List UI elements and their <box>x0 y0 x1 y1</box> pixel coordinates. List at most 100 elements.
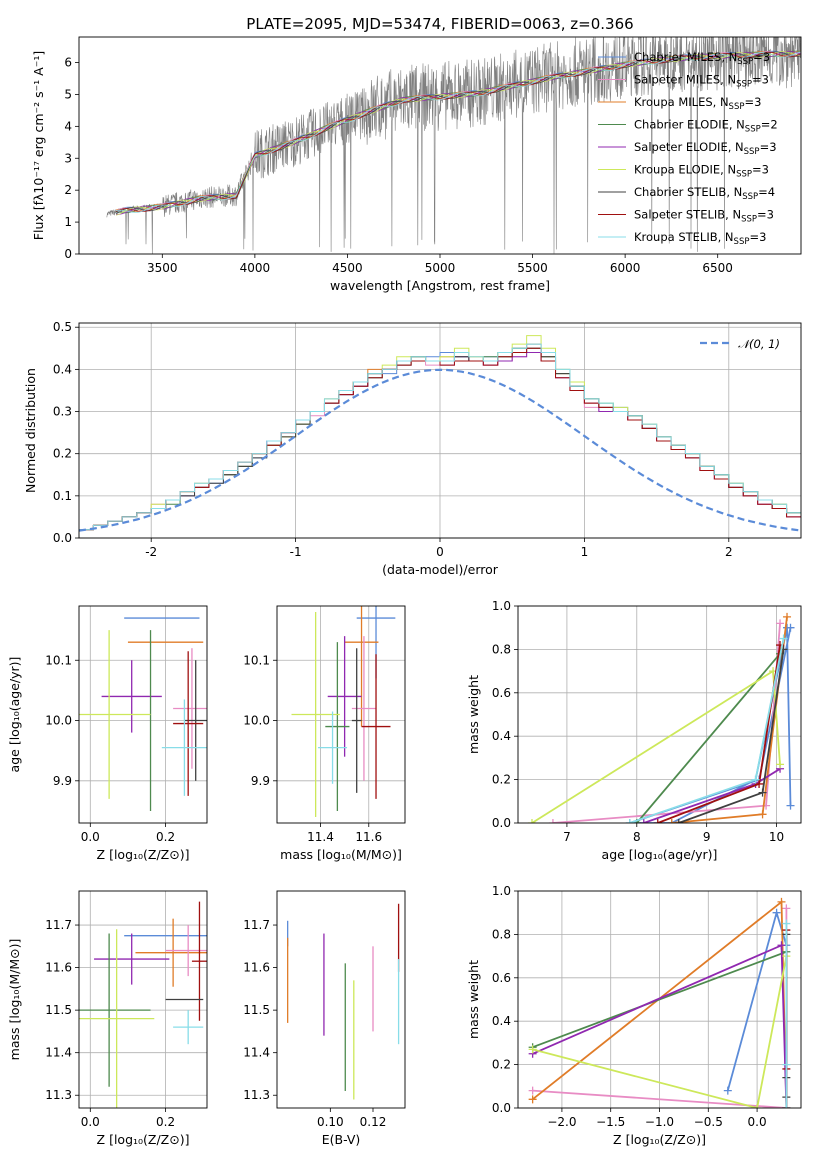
legend-subscript: SSP <box>741 215 757 225</box>
y-tick-label: 10.0 <box>45 714 72 728</box>
x-tick-label: 4500 <box>332 261 363 275</box>
x-tick-label: 4000 <box>240 261 271 275</box>
legend-value: =3 <box>757 208 774 222</box>
data-point <box>653 819 662 823</box>
legend-label: Chabrier ELODIE, N <box>634 118 745 132</box>
data-point <box>777 897 786 906</box>
chart-residuals: -2 -1 0 1 2 0.0 0.1 0.2 0.3 0.4 0.5 (data-model)/er… <box>23 320 802 577</box>
data-point <box>772 908 781 917</box>
model-spectrum-salpeter-stelib <box>115 51 801 212</box>
legend-subscript: SSP <box>736 170 752 180</box>
x-tick-label: −0.5 <box>694 1115 723 1129</box>
series-kroupa-stelib <box>625 634 788 823</box>
data-point <box>758 788 767 797</box>
series-salpeter-miles <box>548 619 785 823</box>
model-spectrum-salpeter-elodie <box>116 50 801 215</box>
x-tick-label: 7 <box>563 830 571 844</box>
y-tick-label: 0.2 <box>53 447 72 461</box>
y-tick-label: 10.0 <box>243 714 270 728</box>
series-line <box>532 955 788 1108</box>
x-tick-label: 10 <box>769 830 784 844</box>
axes-frame <box>517 890 802 1109</box>
data-point <box>782 904 791 913</box>
x-tick-label: 8 <box>633 830 641 844</box>
series-line <box>636 653 781 823</box>
gaussian-curve <box>79 368 801 532</box>
series-line <box>671 616 788 823</box>
series-chabrier-miles <box>625 623 795 823</box>
errorbar-chabrier-elodie <box>325 642 350 811</box>
chart-mass-vs-z: 0.0 0.2 11.3 11.4 11.5 11.6 11.7 Z [log₁₀(Z/Z⊙)… <box>7 890 208 1147</box>
y-tick-label: 10.1 <box>45 653 72 667</box>
axes-frame <box>78 605 208 824</box>
x-tick-label: −1.5 <box>596 1115 625 1129</box>
y-tick-label: 11.3 <box>243 1088 270 1102</box>
y-tick-label: 0.8 <box>492 927 511 941</box>
y-tick-label: 2 <box>64 183 72 197</box>
data-point <box>777 941 786 950</box>
y-tick-label: 0.8 <box>492 642 511 656</box>
legend-label: Kroupa ELODIE, N <box>634 163 736 177</box>
x-tick-label: 9 <box>703 830 711 844</box>
y-tick-label: 6 <box>64 56 72 70</box>
errorbar-chabrier-stelib <box>351 648 362 793</box>
y-tick-label: 0 <box>64 247 72 261</box>
legend-label: Chabrier MILES, N <box>634 50 737 64</box>
x-tick-label: 1 <box>581 545 589 559</box>
chart-mass-weight-vs-z: −2.0 −1.5 −1.0 −0.5 0.0 0.0 0.2 0.4 0.6 0.8 1.0 Z [… <box>466 884 802 1147</box>
axes-frame <box>517 605 802 824</box>
data-point <box>528 1086 537 1095</box>
series-kroupa-elodie <box>527 667 785 823</box>
y-tick-label: 0.1 <box>53 489 72 503</box>
legend-subscript: SSP <box>736 80 752 90</box>
x-tick-label: 0.0 <box>81 1115 100 1129</box>
x-axis-label: mass [log₁₀(M/M⊙)] <box>280 847 402 862</box>
chart-mass-weight-vs-age: 7 8 9 10 0.0 0.2 0.4 0.6 0.8 1.0 age [log₁₀(age/yr… <box>466 599 802 862</box>
x-tick-label: 0.0 <box>748 1115 767 1129</box>
y-tick-label: 11.7 <box>243 918 270 932</box>
series-kroupa-stelib <box>782 919 791 1108</box>
x-axis-label: age [log₁₀(age/yr)] <box>602 847 718 862</box>
x-tick-label: 2 <box>725 545 733 559</box>
model-spectrum-kroupa-stelib <box>115 51 801 213</box>
model-spectrum-kroupa-elodie <box>115 51 801 216</box>
y-tick-label: 11.3 <box>45 1088 72 1102</box>
y-tick-label: 1.0 <box>492 884 511 898</box>
x-axis-label: Z [log₁₀(Z/Z⊙)] <box>613 1132 706 1147</box>
data-point <box>674 819 683 823</box>
y-tick-label: 0.6 <box>492 971 511 985</box>
data-point <box>776 760 785 769</box>
legend-entry: Chabrier MILES, NSSP=3 <box>634 50 770 67</box>
x-tick-label: 6500 <box>702 261 733 275</box>
data-point <box>786 801 795 810</box>
errorbar-chabrier-elodie <box>79 933 151 1087</box>
legend-label: Salpeter ELODIE, N <box>634 140 744 154</box>
axes-frame <box>78 36 802 255</box>
data-point <box>783 612 792 621</box>
chart-mass-vs-ebv: 0.10 0.12 11.3 11.4 11.5 11.6 11.7 E(B-V) <box>243 890 406 1147</box>
chart-age-vs-z: 0.0 0.2 9.9 10.0 10.1 Z [log₁₀(Z/Z⊙)] age [log… <box>7 605 208 862</box>
y-tick-label: 11.7 <box>45 918 72 932</box>
legend-entry: 𝒩(0, 1) <box>738 337 780 351</box>
chart-spectrum: 3500 4000 4500 5000 5500 6000 6500 0 1 2 3 4 5 6 wavel… <box>31 15 802 293</box>
errorbar-salpeter-miles <box>351 636 377 781</box>
y-tick-label: 0.6 <box>492 686 511 700</box>
errorbar-kroupa-elodie <box>79 630 151 799</box>
data-point <box>782 919 791 928</box>
errorbar-salpeter-miles <box>165 925 207 977</box>
data-point <box>758 810 767 819</box>
legend-value: =2 <box>761 118 778 132</box>
histogram-salpeter-stelib <box>79 347 801 531</box>
data-point <box>776 619 785 628</box>
errorbar-salpeter-stelib <box>173 651 204 796</box>
y-tick-label: 1.0 <box>492 599 511 613</box>
y-tick-label: 11.6 <box>45 961 72 975</box>
data-point <box>755 779 764 788</box>
data-point <box>786 623 795 632</box>
errorbar-salpeter-stelib <box>191 901 207 1021</box>
x-tick-label: 0 <box>436 545 444 559</box>
y-tick-label: 0.5 <box>53 320 72 334</box>
legend-value: =4 <box>758 185 775 199</box>
x-tick-label: 11.6 <box>355 830 382 844</box>
